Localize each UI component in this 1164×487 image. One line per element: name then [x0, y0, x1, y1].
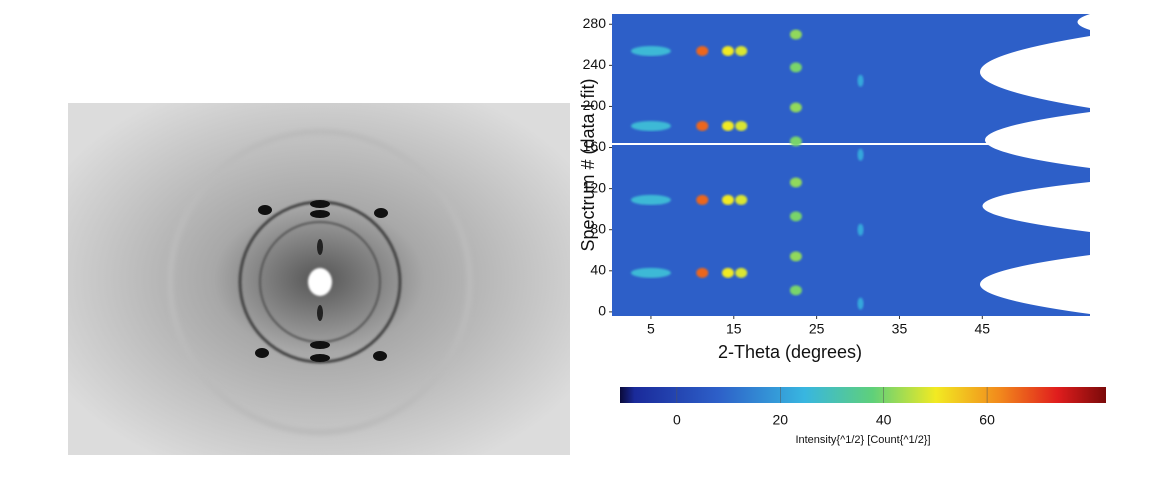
x-tick-label: 45 — [975, 321, 991, 337]
colorbar-tick-label: 0 — [673, 412, 681, 428]
x-tick-label: 15 — [726, 321, 742, 337]
heatmap-spot — [789, 285, 802, 296]
y-axis-title: Spectrum # (data I fit) — [578, 78, 598, 251]
heatmap-spot — [735, 45, 748, 56]
plot-area — [612, 14, 1090, 316]
heatmap-spot — [630, 45, 671, 56]
x-tick-label: 35 — [892, 321, 908, 337]
heatmap-spot — [857, 223, 864, 236]
y-tick-label: 0 — [598, 303, 606, 319]
heatmap-spot — [721, 120, 734, 131]
colorbar-tick-label: 60 — [979, 412, 995, 428]
heatmap-spot — [630, 120, 671, 131]
colorbar-tick-label: 40 — [876, 412, 892, 428]
heatmap-spot — [789, 251, 802, 262]
x-tick-label: 25 — [809, 321, 825, 337]
colorbar — [620, 387, 1106, 403]
heatmap-spot — [789, 102, 802, 113]
heatmap-spot — [789, 136, 802, 147]
colorbar-label: Intensity{^1/2} [Count{^1/2}] — [795, 434, 930, 446]
heatmap-spot — [721, 267, 734, 278]
colorbar-tick-label: 20 — [772, 412, 788, 428]
heatmap-spot — [721, 194, 734, 205]
heatmap-spot — [721, 45, 734, 56]
heatmap-spot — [630, 194, 671, 205]
heatmap-spot — [857, 297, 864, 310]
heatmap-spot — [630, 267, 671, 278]
y-tick-label: 160 — [583, 138, 607, 154]
x-axis-title: 2-Theta (degrees) — [718, 342, 862, 362]
heatmap-spot — [735, 194, 748, 205]
heatmap-spot — [789, 62, 802, 73]
y-tick-label: 80 — [590, 220, 606, 236]
y-tick-label: 40 — [590, 262, 606, 278]
heatmap-spot — [735, 120, 748, 131]
heatmap-spot — [735, 267, 748, 278]
heatmap-spot — [696, 194, 709, 205]
heatmap-spot — [696, 120, 709, 131]
heatmap-spot — [789, 211, 802, 222]
heatmap-spot — [789, 29, 802, 40]
y-tick-label: 280 — [583, 15, 607, 31]
y-tick-label: 200 — [583, 97, 607, 113]
heatmap-spot — [696, 45, 709, 56]
heatmap-spot — [857, 148, 864, 161]
heatmap-spot — [696, 267, 709, 278]
heatmap-spot — [789, 177, 802, 188]
x-tick-label: 5 — [647, 321, 655, 337]
y-tick-label: 120 — [583, 179, 607, 195]
diffraction-image — [68, 103, 570, 455]
y-tick-label: 240 — [583, 56, 607, 72]
heatmap-spot — [857, 74, 864, 87]
